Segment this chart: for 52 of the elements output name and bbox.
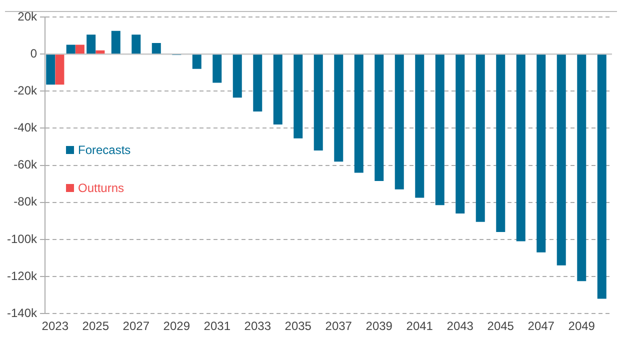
bar bbox=[75, 44, 84, 54]
bar bbox=[374, 54, 384, 182]
bar bbox=[435, 54, 444, 206]
bar bbox=[516, 54, 526, 242]
bar bbox=[55, 54, 64, 85]
bar bbox=[496, 54, 506, 232]
bar bbox=[394, 54, 404, 190]
y-tick-label: -40k bbox=[14, 120, 38, 135]
y-tick-label: 20k bbox=[18, 9, 38, 24]
bar bbox=[314, 54, 323, 150]
bar bbox=[354, 54, 364, 173]
x-tick-label: 2037 bbox=[325, 319, 352, 334]
x-tick-label: 2029 bbox=[163, 319, 190, 334]
bar bbox=[111, 30, 120, 54]
x-tick-label: 2031 bbox=[204, 319, 231, 334]
y-tick-label: -100k bbox=[6, 232, 38, 246]
x-tick-label: 2043 bbox=[446, 319, 474, 334]
x-tick-label: 2049 bbox=[568, 319, 596, 334]
bar bbox=[96, 50, 105, 54]
x-tick-label: 2023 bbox=[42, 319, 69, 334]
bar bbox=[273, 54, 282, 125]
bar bbox=[456, 54, 465, 214]
bar bbox=[253, 54, 262, 112]
y-tick-label: 0 bbox=[30, 46, 38, 60]
bar bbox=[476, 54, 485, 222]
x-tick-label: 2045 bbox=[487, 319, 514, 334]
bar bbox=[577, 54, 586, 282]
bar bbox=[152, 42, 161, 54]
bar bbox=[212, 54, 222, 83]
bar bbox=[232, 54, 242, 98]
x-tick-label: 2025 bbox=[82, 319, 110, 334]
legend-label: Outturns bbox=[78, 181, 124, 195]
x-tick-label: 2035 bbox=[284, 319, 312, 334]
x-tick-label: 2041 bbox=[406, 319, 434, 334]
x-tick-label: 2033 bbox=[244, 319, 272, 334]
y-tick-label: -80k bbox=[14, 194, 38, 209]
bar bbox=[334, 54, 344, 162]
bar bbox=[415, 54, 424, 198]
y-tick-label: -60k bbox=[14, 158, 38, 172]
x-tick-label: 2039 bbox=[366, 319, 393, 334]
y-tick-label: -20k bbox=[14, 83, 38, 98]
y-tick-label: -120k bbox=[6, 268, 38, 283]
x-tick-label: 2047 bbox=[528, 319, 555, 334]
bar bbox=[192, 54, 202, 69]
legend-label: Forecasts bbox=[78, 143, 131, 157]
bar bbox=[556, 54, 566, 266]
bar bbox=[132, 34, 141, 54]
x-tick-label: 2027 bbox=[122, 319, 150, 334]
bar bbox=[597, 54, 606, 299]
bar bbox=[294, 54, 303, 138]
y-tick-label: -140k bbox=[6, 306, 38, 320]
bar bbox=[536, 54, 546, 252]
